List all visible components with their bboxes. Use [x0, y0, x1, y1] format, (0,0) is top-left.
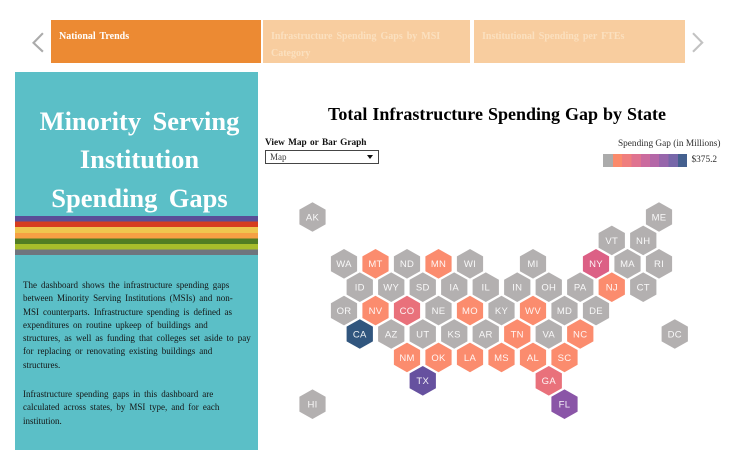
svg-text:OH: OH [541, 283, 556, 294]
svg-text:AL: AL [527, 353, 539, 364]
svg-text:MD: MD [557, 306, 572, 317]
svg-text:MA: MA [620, 259, 635, 270]
svg-text:RI: RI [654, 259, 664, 270]
svg-text:MI: MI [527, 259, 538, 270]
svg-text:GA: GA [542, 376, 557, 387]
svg-text:WA: WA [336, 259, 352, 270]
svg-text:DE: DE [589, 306, 603, 317]
svg-text:MS: MS [494, 353, 509, 364]
svg-text:SD: SD [416, 283, 430, 294]
svg-text:ND: ND [400, 259, 414, 270]
svg-text:MN: MN [431, 259, 446, 270]
svg-text:CO: CO [400, 306, 415, 317]
svg-text:AR: AR [479, 329, 493, 340]
svg-text:IA: IA [449, 283, 459, 294]
svg-text:LA: LA [464, 353, 477, 364]
svg-text:IN: IN [512, 283, 522, 294]
svg-text:DC: DC [668, 329, 682, 340]
svg-text:SC: SC [558, 353, 572, 364]
svg-text:WI: WI [464, 259, 476, 270]
svg-text:KS: KS [448, 329, 461, 340]
svg-text:MO: MO [462, 306, 478, 317]
svg-text:PA: PA [574, 283, 587, 294]
svg-text:KY: KY [495, 306, 509, 317]
svg-text:TN: TN [511, 329, 524, 340]
svg-text:WY: WY [383, 283, 399, 294]
svg-text:MT: MT [368, 259, 382, 270]
svg-text:FL: FL [559, 400, 571, 411]
svg-text:ID: ID [355, 283, 365, 294]
svg-text:AZ: AZ [385, 329, 398, 340]
svg-text:CT: CT [637, 283, 650, 294]
svg-text:ME: ME [652, 212, 667, 223]
svg-text:NM: NM [399, 353, 414, 364]
svg-text:TX: TX [416, 376, 429, 387]
svg-text:AK: AK [306, 212, 320, 223]
svg-text:NY: NY [589, 259, 603, 270]
svg-text:NC: NC [573, 329, 587, 340]
svg-text:NJ: NJ [606, 283, 618, 294]
svg-text:UT: UT [416, 329, 429, 340]
svg-text:VT: VT [605, 236, 618, 247]
svg-text:OK: OK [431, 353, 446, 364]
svg-text:VA: VA [543, 329, 556, 340]
svg-text:CA: CA [353, 329, 367, 340]
svg-text:OR: OR [337, 306, 352, 317]
svg-text:HI: HI [307, 400, 317, 411]
svg-text:IL: IL [482, 283, 491, 294]
svg-text:NE: NE [432, 306, 446, 317]
svg-text:NH: NH [636, 236, 650, 247]
svg-text:WV: WV [525, 306, 541, 317]
svg-text:NV: NV [369, 306, 383, 317]
